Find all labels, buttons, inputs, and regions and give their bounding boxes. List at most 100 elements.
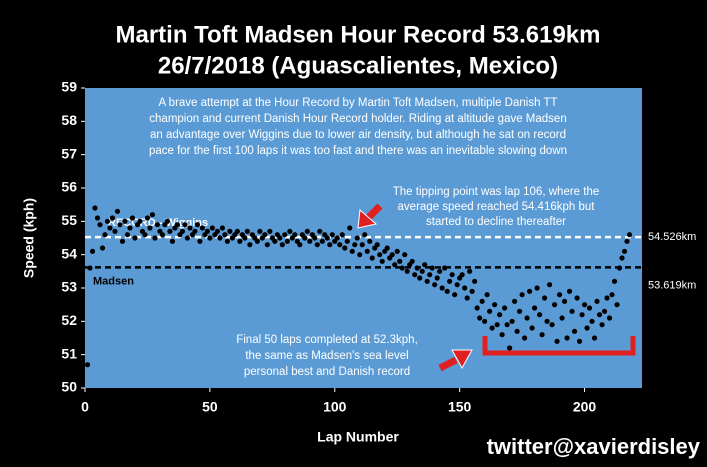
data-point (169, 238, 176, 244)
data-point (97, 222, 103, 228)
data-point (297, 242, 303, 248)
data-point (92, 205, 98, 211)
annotation: the same as Madsen's sea level (245, 350, 408, 362)
y-axis-label: Speed (kph) (21, 198, 37, 278)
data-point (519, 292, 525, 298)
data-point (159, 232, 166, 238)
data-point (409, 258, 415, 264)
data-point (447, 278, 453, 284)
data-point (164, 218, 171, 224)
data-point (312, 235, 318, 241)
y-tick-label: 51 (61, 345, 77, 361)
data-point (502, 305, 508, 311)
data-point (87, 265, 93, 271)
data-point (84, 362, 91, 368)
data-point (606, 315, 613, 321)
data-point (609, 292, 615, 298)
data-point (167, 228, 173, 234)
data-point (119, 238, 126, 244)
data-point (514, 328, 520, 334)
data-point (327, 242, 333, 248)
data-point (561, 298, 568, 304)
data-point (247, 242, 253, 248)
data-point (304, 228, 310, 234)
data-point (424, 278, 430, 284)
data-point (504, 322, 510, 328)
y-tick-label: 52 (61, 312, 77, 328)
data-point (604, 295, 610, 301)
data-point (531, 305, 538, 311)
data-point (454, 282, 460, 288)
data-point (117, 222, 123, 228)
data-point (484, 292, 490, 298)
chart-title: Martin Toft Madsen Hour Record 53.619km (116, 21, 601, 48)
data-point (439, 285, 445, 291)
data-point (124, 232, 131, 238)
data-point (462, 285, 468, 291)
data-point (112, 228, 118, 234)
y-tick-label: 57 (61, 145, 77, 161)
data-point (576, 338, 583, 344)
data-point (174, 222, 181, 228)
data-point (432, 282, 438, 288)
data-point (349, 248, 355, 254)
data-point (99, 245, 106, 251)
data-point (384, 245, 390, 251)
data-point (187, 225, 193, 231)
data-point (374, 242, 380, 248)
data-point (94, 215, 101, 221)
annotation: personal best and Danish record (244, 366, 410, 378)
data-point (524, 315, 530, 321)
data-point (392, 262, 398, 268)
data-point (194, 222, 200, 228)
data-point (287, 228, 293, 234)
data-point (337, 242, 343, 248)
data-point (242, 235, 248, 241)
data-point (182, 222, 188, 228)
data-point (317, 228, 323, 234)
credit: twitter@xavierdisley (487, 434, 701, 459)
data-point (579, 312, 585, 318)
data-point (624, 238, 630, 244)
data-point (497, 312, 503, 318)
x-axis-label: Lap Number (317, 429, 399, 445)
data-point (394, 248, 400, 254)
data-point (492, 302, 498, 308)
data-point (586, 305, 593, 311)
data-point (264, 242, 270, 248)
data-point (549, 322, 555, 328)
data-point (469, 288, 475, 294)
data-point (427, 272, 433, 278)
data-point (449, 272, 455, 278)
arrow (357, 203, 383, 229)
data-point (307, 238, 313, 244)
y-tick-label: 59 (61, 79, 77, 95)
data-point (329, 232, 335, 238)
data-point (324, 235, 330, 241)
data-point (214, 228, 220, 234)
data-point (109, 215, 116, 221)
annotation: A brave attempt at the Hour Record by Ma… (158, 97, 557, 109)
data-point (262, 232, 268, 238)
data-point (611, 278, 618, 284)
data-point (566, 288, 573, 294)
arrow (438, 349, 473, 372)
data-point (589, 318, 595, 324)
data-point (144, 215, 151, 221)
data-point (452, 292, 458, 298)
data-point (147, 225, 153, 231)
data-point (224, 238, 230, 244)
data-point (559, 315, 565, 321)
x-tick-label: 150 (448, 399, 472, 415)
data-point (556, 292, 563, 298)
data-point (412, 272, 418, 278)
y-tick-label: 50 (61, 379, 77, 395)
data-point (209, 225, 215, 231)
data-point (357, 252, 363, 258)
data-point (207, 235, 213, 241)
x-tick-label: 0 (81, 399, 89, 415)
data-point (152, 235, 158, 241)
data-point (512, 298, 518, 304)
data-point (132, 235, 138, 241)
annotation: started to decline thereafter (426, 216, 566, 228)
